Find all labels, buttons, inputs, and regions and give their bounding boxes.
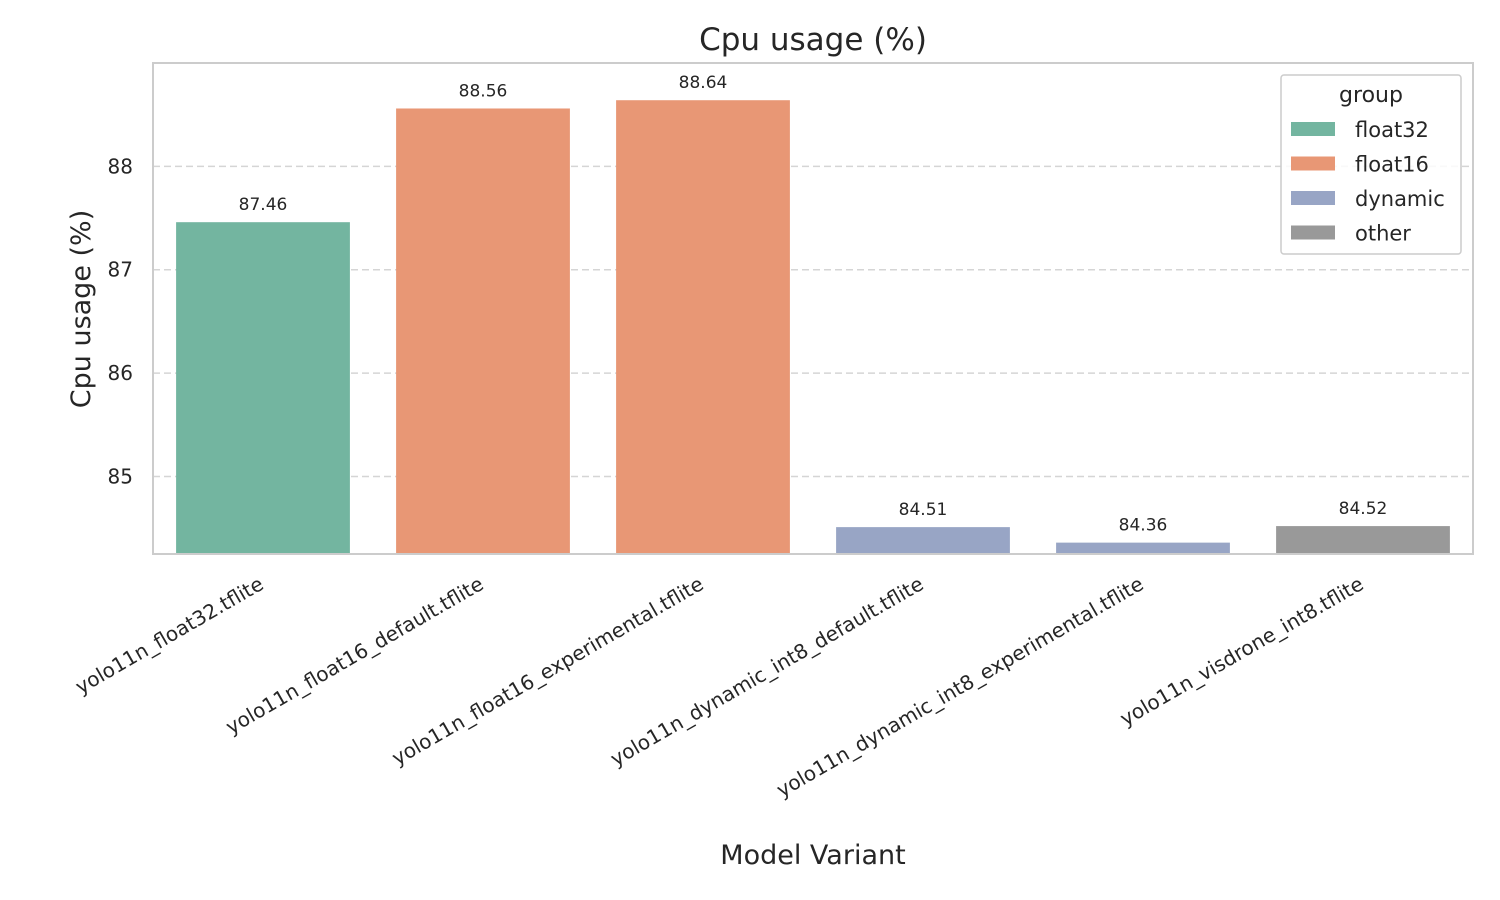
y-tick-label: 87 <box>108 258 133 282</box>
x-axis-ticks: yolo11n_float32.tfliteyolo11n_float16_de… <box>71 572 1367 803</box>
legend: group float32 float16 dynamic other <box>1280 74 1462 255</box>
x-tick-label: yolo11n_visdrone_int8.tflite <box>1116 572 1368 731</box>
bar-dynamic <box>836 527 1010 554</box>
bar-value-labels: 87.46 88.56 88.64 84.51 84.36 84.52 <box>239 73 1388 535</box>
y-tick-label: 85 <box>108 464 133 488</box>
bar-value-label: 84.36 <box>1119 516 1168 536</box>
bar-float16 <box>616 100 790 554</box>
bar-value-label: 88.64 <box>679 73 728 93</box>
legend-swatch-other <box>1291 225 1335 240</box>
x-tick-label: yolo11n_float32.tflite <box>71 572 267 699</box>
plot-frame <box>152 62 1474 555</box>
bar-value-label: 84.52 <box>1339 499 1388 519</box>
bar-value-label: 84.51 <box>899 500 948 520</box>
bars <box>176 100 1450 554</box>
grid-lines <box>153 165 1473 478</box>
x-tick-label: yolo11n_dynamic_int8_experimental.tflite <box>772 572 1147 803</box>
legend-items: float32 float16 dynamic other <box>1291 118 1445 246</box>
legend-box <box>1280 74 1462 255</box>
legend-label-other: other <box>1355 222 1411 246</box>
y-tick-label: 86 <box>108 361 133 385</box>
y-axis-title: Cpu usage (%) <box>66 210 97 408</box>
bar-value-label: 87.46 <box>239 195 288 215</box>
bar-other <box>1276 526 1450 554</box>
y-tick-label: 88 <box>108 154 133 178</box>
legend-label-float16: float16 <box>1355 153 1429 177</box>
bar-float32 <box>176 222 350 554</box>
legend-label-float32: float32 <box>1355 118 1429 142</box>
bar-float16 <box>396 108 570 554</box>
legend-swatch-float32 <box>1291 122 1335 136</box>
bar-dynamic <box>1056 542 1230 554</box>
y-axis-ticks: 85 86 87 88 <box>108 154 133 488</box>
legend-swatch-dynamic <box>1291 191 1335 205</box>
bar-value-label: 88.56 <box>459 81 508 101</box>
legend-title: group <box>1339 83 1403 108</box>
legend-swatch-float16 <box>1291 156 1335 171</box>
chart-title: Cpu usage (%) <box>699 22 927 58</box>
legend-label-dynamic: dynamic <box>1355 187 1445 211</box>
x-axis-title: Model Variant <box>720 840 905 871</box>
